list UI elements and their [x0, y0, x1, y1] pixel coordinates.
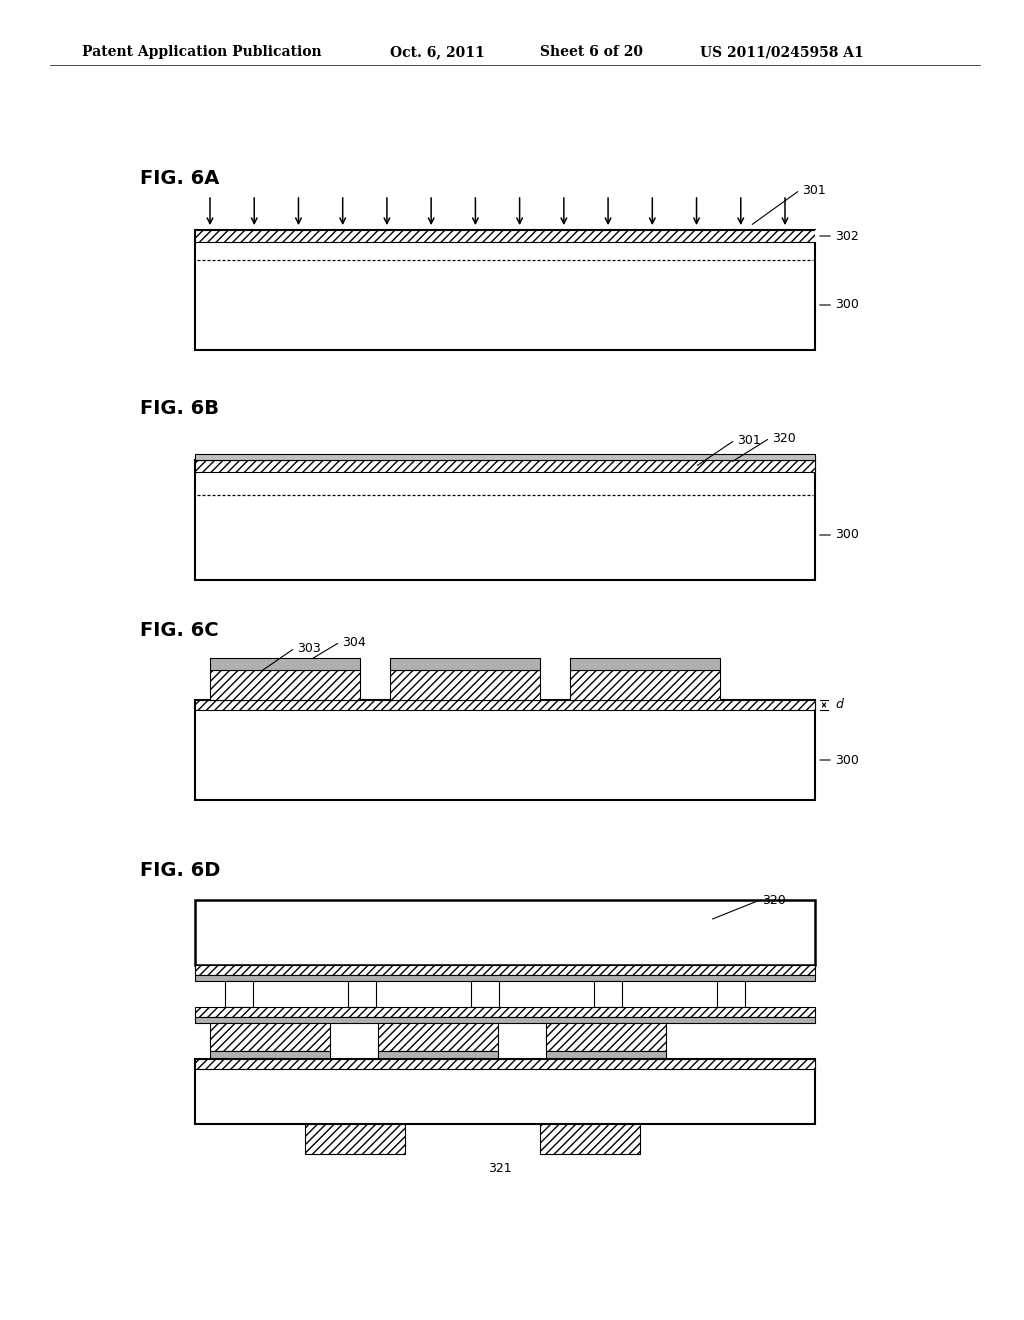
- Bar: [378, 1023, 498, 1051]
- Bar: [210, 671, 360, 700]
- Bar: [570, 671, 720, 700]
- Bar: [195, 965, 815, 975]
- Text: 303: 303: [297, 642, 321, 655]
- Bar: [195, 459, 815, 579]
- Bar: [546, 1023, 666, 1051]
- Bar: [815, 230, 819, 242]
- Bar: [195, 1016, 815, 1023]
- Bar: [594, 981, 622, 1007]
- Bar: [195, 230, 815, 242]
- Bar: [195, 1059, 815, 1125]
- Bar: [210, 1051, 330, 1059]
- Text: 301: 301: [802, 183, 825, 197]
- Bar: [210, 1023, 330, 1051]
- Text: FIG. 6B: FIG. 6B: [140, 399, 219, 417]
- Text: 300: 300: [835, 528, 859, 541]
- Bar: [540, 1125, 640, 1154]
- Text: US 2011/0245958 A1: US 2011/0245958 A1: [700, 45, 864, 59]
- Bar: [210, 657, 360, 671]
- Text: 320: 320: [762, 894, 785, 907]
- Bar: [225, 981, 253, 1007]
- Text: FIG. 6C: FIG. 6C: [140, 620, 219, 639]
- Text: 300: 300: [835, 754, 859, 767]
- Text: 321: 321: [488, 1162, 512, 1175]
- Text: 304: 304: [342, 635, 366, 648]
- Text: d: d: [835, 698, 843, 711]
- Bar: [390, 657, 540, 671]
- Bar: [195, 700, 815, 800]
- Text: Sheet 6 of 20: Sheet 6 of 20: [540, 45, 643, 59]
- Bar: [348, 981, 376, 1007]
- Bar: [390, 671, 540, 700]
- Bar: [195, 900, 815, 965]
- Bar: [195, 700, 815, 710]
- Bar: [717, 981, 745, 1007]
- Text: 302: 302: [835, 230, 859, 243]
- Bar: [546, 1051, 666, 1059]
- Text: Patent Application Publication: Patent Application Publication: [82, 45, 322, 59]
- Bar: [195, 975, 815, 981]
- Text: Oct. 6, 2011: Oct. 6, 2011: [390, 45, 484, 59]
- Bar: [471, 981, 499, 1007]
- Text: 300: 300: [835, 298, 859, 312]
- Text: 320: 320: [772, 432, 796, 445]
- Text: FIG. 6A: FIG. 6A: [140, 169, 219, 187]
- Bar: [305, 1125, 406, 1154]
- Bar: [570, 657, 720, 671]
- Text: FIG. 6D: FIG. 6D: [140, 861, 220, 879]
- Bar: [195, 454, 815, 459]
- Text: 301: 301: [737, 433, 761, 446]
- Bar: [195, 230, 815, 350]
- Bar: [195, 1059, 815, 1069]
- Bar: [378, 1051, 498, 1059]
- Bar: [195, 459, 815, 473]
- Bar: [195, 1007, 815, 1016]
